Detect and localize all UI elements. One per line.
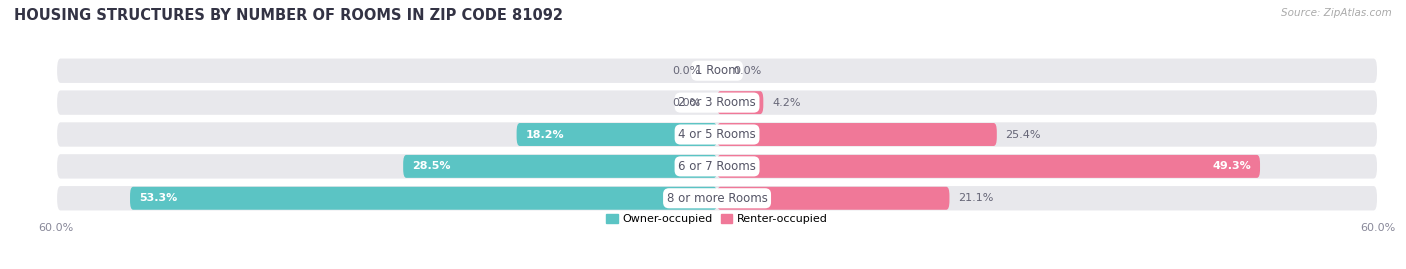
FancyBboxPatch shape: [56, 89, 1378, 116]
FancyBboxPatch shape: [717, 155, 1260, 178]
Legend: Owner-occupied, Renter-occupied: Owner-occupied, Renter-occupied: [602, 210, 832, 229]
Text: 18.2%: 18.2%: [526, 129, 564, 140]
Text: 1 Room: 1 Room: [695, 64, 740, 77]
FancyBboxPatch shape: [516, 123, 717, 146]
Text: 53.3%: 53.3%: [139, 193, 177, 203]
Text: 4 or 5 Rooms: 4 or 5 Rooms: [678, 128, 756, 141]
FancyBboxPatch shape: [717, 123, 997, 146]
Text: 0.0%: 0.0%: [734, 66, 762, 76]
FancyBboxPatch shape: [717, 91, 763, 114]
FancyBboxPatch shape: [56, 121, 1378, 148]
Text: 4.2%: 4.2%: [772, 98, 800, 108]
Text: 25.4%: 25.4%: [1005, 129, 1040, 140]
FancyBboxPatch shape: [717, 187, 949, 210]
Text: 28.5%: 28.5%: [412, 161, 450, 171]
Text: 0.0%: 0.0%: [672, 98, 700, 108]
FancyBboxPatch shape: [129, 187, 717, 210]
Text: Source: ZipAtlas.com: Source: ZipAtlas.com: [1281, 8, 1392, 18]
Text: 2 or 3 Rooms: 2 or 3 Rooms: [678, 96, 756, 109]
Text: 8 or more Rooms: 8 or more Rooms: [666, 192, 768, 205]
FancyBboxPatch shape: [56, 58, 1378, 84]
Text: 49.3%: 49.3%: [1212, 161, 1251, 171]
FancyBboxPatch shape: [56, 185, 1378, 211]
Text: 0.0%: 0.0%: [672, 66, 700, 76]
Text: 21.1%: 21.1%: [959, 193, 994, 203]
FancyBboxPatch shape: [404, 155, 717, 178]
Text: HOUSING STRUCTURES BY NUMBER OF ROOMS IN ZIP CODE 81092: HOUSING STRUCTURES BY NUMBER OF ROOMS IN…: [14, 8, 562, 23]
Text: 6 or 7 Rooms: 6 or 7 Rooms: [678, 160, 756, 173]
FancyBboxPatch shape: [56, 153, 1378, 180]
